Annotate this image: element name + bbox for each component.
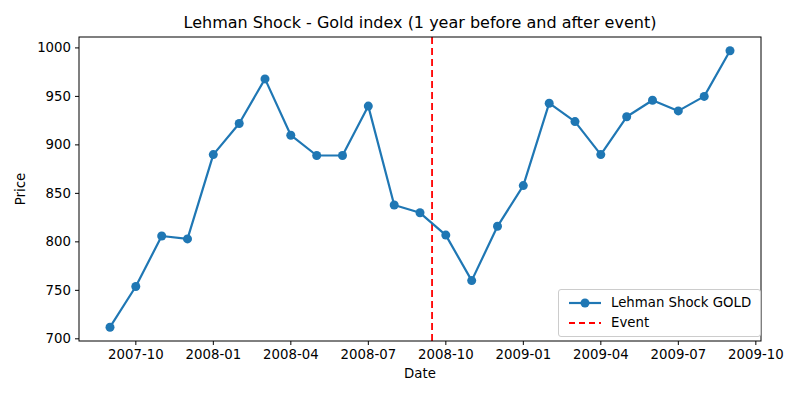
dashed-line-icon <box>568 316 602 330</box>
gold-line <box>110 51 730 327</box>
x-tick-label: 2008-07 <box>341 347 397 362</box>
data-point <box>209 150 218 159</box>
data-point <box>441 231 450 240</box>
data-point <box>545 99 554 108</box>
x-tick-label: 2009-07 <box>651 347 707 362</box>
data-point <box>467 276 476 285</box>
data-point <box>519 181 528 190</box>
y-tick-label: 950 <box>46 89 71 104</box>
data-point <box>648 96 657 105</box>
x-tick-label: 2009-01 <box>496 347 552 362</box>
data-point <box>493 222 502 231</box>
y-axis-label: Price <box>13 173 28 205</box>
legend-label-event: Event <box>611 315 649 330</box>
x-tick-label: 2009-04 <box>573 347 629 362</box>
legend-item-event: Event <box>568 315 751 330</box>
y-tick-label: 750 <box>46 283 71 298</box>
data-point <box>106 323 115 332</box>
data-point <box>131 282 140 291</box>
legend-label-gold: Lehman Shock GOLD <box>611 295 751 310</box>
data-point <box>674 106 683 115</box>
legend: Lehman Shock GOLD Event <box>558 289 761 337</box>
y-tick-label: 800 <box>46 234 71 249</box>
data-point <box>338 151 347 160</box>
plot-area: 700 750 800 850 900 950 1000 2007-10 2008-01 2008… <box>0 0 800 400</box>
x-tick-label: 2008-10 <box>418 347 474 362</box>
data-point <box>261 74 270 83</box>
line-marker-icon <box>568 296 602 310</box>
data-point <box>596 150 605 159</box>
data-point <box>416 208 425 217</box>
data-point <box>286 131 295 140</box>
data-point <box>364 102 373 111</box>
data-point <box>183 234 192 243</box>
data-point <box>390 201 399 210</box>
data-point <box>622 112 631 121</box>
x-axis-label: Date <box>79 366 761 381</box>
data-point <box>235 119 244 128</box>
y-tick-label: 1000 <box>37 40 71 55</box>
data-point <box>571 117 580 126</box>
y-tick-label: 850 <box>46 186 71 201</box>
x-tick-label: 2007-10 <box>108 347 164 362</box>
x-tick-label: 2008-01 <box>186 347 242 362</box>
data-point <box>157 232 166 241</box>
x-tick-label: 2008-04 <box>263 347 319 362</box>
y-tick-label: 700 <box>46 331 71 346</box>
legend-item-gold: Lehman Shock GOLD <box>568 295 751 310</box>
data-point <box>700 92 709 101</box>
chart-figure: Lehman Shock - Gold index (1 year before… <box>0 0 800 400</box>
data-point <box>726 46 735 55</box>
y-tick-label: 900 <box>46 137 71 152</box>
data-point <box>312 151 321 160</box>
x-tick-label: 2009-10 <box>728 347 784 362</box>
